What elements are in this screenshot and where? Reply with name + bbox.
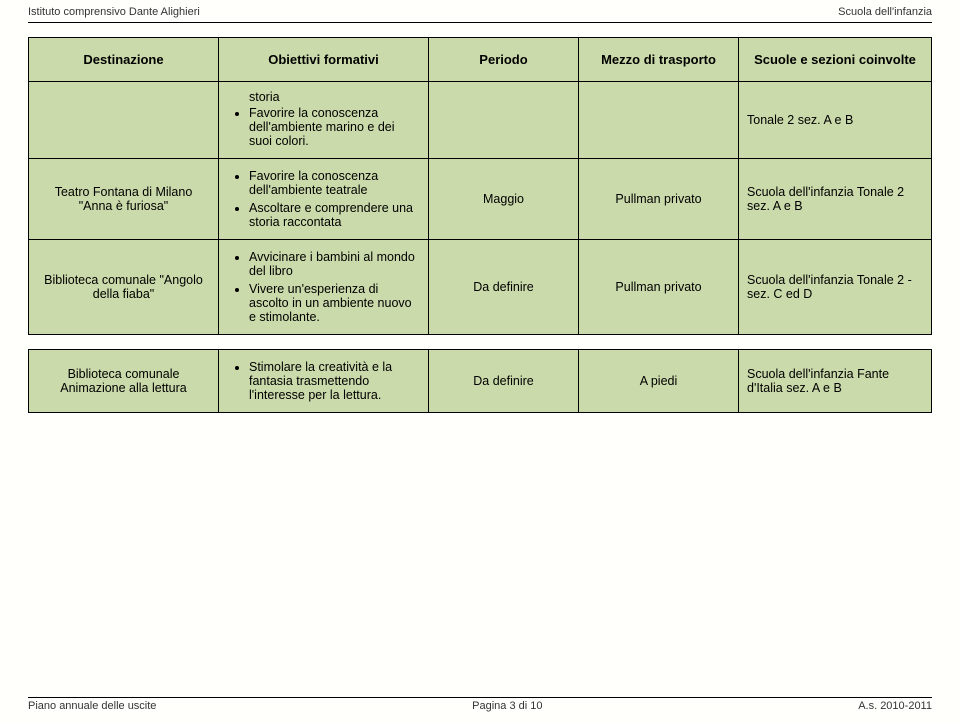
cell-mezzo: A piedi (579, 350, 739, 413)
col-mezzo: Mezzo di trasporto (579, 38, 739, 82)
cell-obiettivi: Favorire la conoscenza dell'ambiente tea… (219, 159, 429, 240)
footer-rule (28, 697, 932, 698)
page-header: Istituto comprensivo Dante Alighieri Scu… (0, 0, 960, 20)
obj-item: Vivere un'esperienza di ascolto in un am… (249, 280, 420, 326)
cell-obiettivi: Avvicinare i bambini al mondo del libroV… (219, 240, 429, 335)
cell-destinazione: Teatro Fontana di Milano "Anna è furiosa… (29, 159, 219, 240)
cell-periodo: Da definire (429, 350, 579, 413)
second-table: Biblioteca comunale Animazione alla lett… (28, 349, 932, 413)
cell-obiettivi: storiaFavorire la conoscenza dell'ambien… (219, 82, 429, 159)
header-right: Scuola dell'infanzia (838, 6, 932, 18)
table-row: storiaFavorire la conoscenza dell'ambien… (29, 82, 932, 159)
content-area: Destinazione Obiettivi formativi Periodo… (0, 23, 960, 413)
obj-item: Avvicinare i bambini al mondo del libro (249, 248, 420, 280)
cell-destinazione (29, 82, 219, 159)
table-row: Biblioteca comunale Animazione alla lett… (29, 350, 932, 413)
footer-right: A.s. 2010-2011 (858, 700, 932, 712)
cell-periodo: Maggio (429, 159, 579, 240)
page-footer: Piano annuale delle uscite Pagina 3 di 1… (28, 697, 932, 712)
cell-scuole: Scuola dell'infanzia Fante d'Italia sez.… (739, 350, 932, 413)
footer-center: Pagina 3 di 10 (472, 700, 542, 712)
obj-item: Favorire la conoscenza dell'ambiente tea… (249, 167, 420, 199)
table-row: Teatro Fontana di Milano "Anna è furiosa… (29, 159, 932, 240)
cell-mezzo: Pullman privato (579, 159, 739, 240)
cell-obiettivi: Stimolare la creatività e la fantasia tr… (219, 350, 429, 413)
table-body-1: storiaFavorire la conoscenza dell'ambien… (29, 82, 932, 335)
table-head: Destinazione Obiettivi formativi Periodo… (29, 38, 932, 82)
cell-periodo: Da definire (429, 240, 579, 335)
cell-periodo (429, 82, 579, 159)
table-row: Biblioteca comunale "Angolo della fiaba"… (29, 240, 932, 335)
col-periodo: Periodo (429, 38, 579, 82)
obj-item: Favorire la conoscenza dell'ambiente mar… (249, 104, 420, 150)
table-body-2: Biblioteca comunale Animazione alla lett… (29, 350, 932, 413)
cell-mezzo: Pullman privato (579, 240, 739, 335)
cell-scuole: Tonale 2 sez. A e B (739, 82, 932, 159)
col-obiettivi: Obiettivi formativi (219, 38, 429, 82)
cell-destinazione: Biblioteca comunale "Angolo della fiaba" (29, 240, 219, 335)
cell-scuole: Scuola dell'infanzia Tonale 2 - sez. C e… (739, 240, 932, 335)
col-scuole: Scuole e sezioni coinvolte (739, 38, 932, 82)
cell-destinazione: Biblioteca comunale Animazione alla lett… (29, 350, 219, 413)
obj-item: Stimolare la creatività e la fantasia tr… (249, 358, 420, 404)
cell-mezzo (579, 82, 739, 159)
footer-left: Piano annuale delle uscite (28, 700, 156, 712)
cell-scuole: Scuola dell'infanzia Tonale 2 sez. A e B (739, 159, 932, 240)
main-table: Destinazione Obiettivi formativi Periodo… (28, 37, 932, 335)
col-destinazione: Destinazione (29, 38, 219, 82)
obj-item: Ascoltare e comprendere una storia racco… (249, 199, 420, 231)
header-left: Istituto comprensivo Dante Alighieri (28, 6, 200, 18)
